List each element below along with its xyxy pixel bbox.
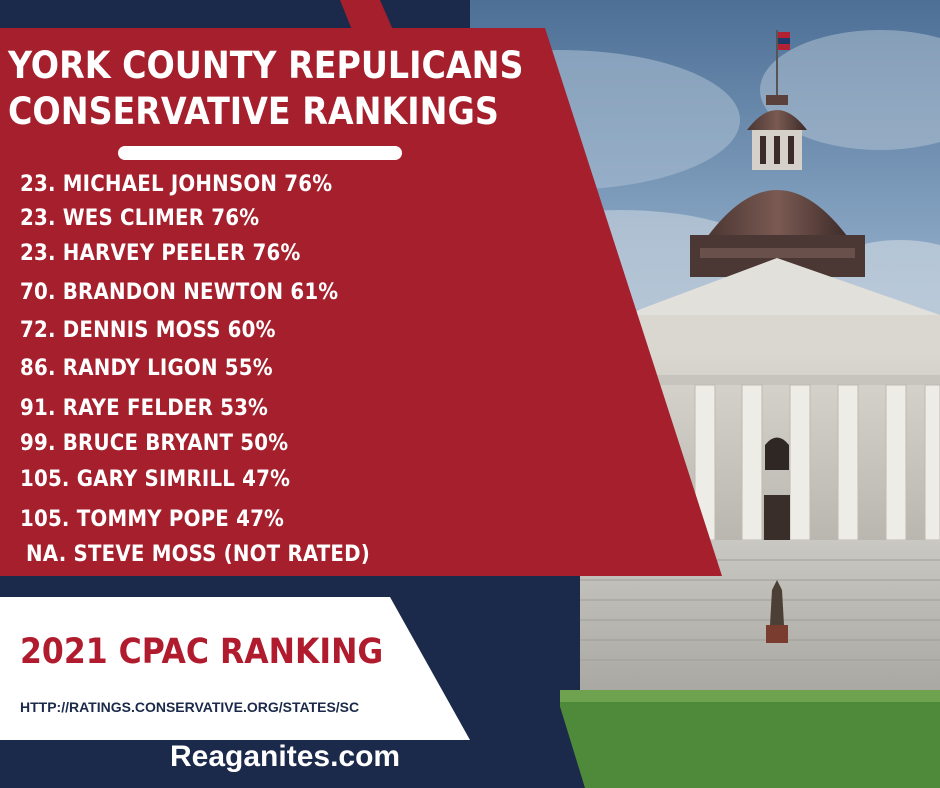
ranking-item: 91. RAYE FELDER 53% bbox=[20, 396, 269, 421]
ranking-item: 23. MICHAEL JOHNSON 76% bbox=[20, 172, 333, 197]
ranking-item: NA. STEVE MOSS (NOT RATED) bbox=[26, 542, 371, 567]
ranking-item: 23. HARVEY PEELER 76% bbox=[20, 241, 301, 266]
ranking-item: 99. BRUCE BRYANT 50% bbox=[20, 431, 289, 456]
title-line-1: YORK COUNTY REPULICANS bbox=[8, 44, 524, 87]
cpac-ranking-label: 2021 CPAC RANKING bbox=[20, 632, 384, 672]
ranking-item: 72. DENNIS MOSS 60% bbox=[20, 318, 276, 343]
ranking-item: 23. WES CLIMER 76% bbox=[20, 206, 260, 231]
title-divider bbox=[118, 146, 402, 160]
ranking-item: 86. RANDY LIGON 55% bbox=[20, 356, 273, 381]
ranking-item: 105. GARY SIMRILL 47% bbox=[20, 467, 291, 492]
source-url: HTTP://RATINGS.CONSERVATIVE.ORG/STATES/S… bbox=[20, 699, 360, 715]
title-line-2: CONSERVATIVE RANKINGS bbox=[8, 90, 499, 133]
ranking-item: 70. BRANDON NEWTON 61% bbox=[20, 280, 339, 305]
ranking-item: 105. TOMMY POPE 47% bbox=[20, 507, 285, 532]
site-name: Reaganites.com bbox=[170, 740, 401, 773]
